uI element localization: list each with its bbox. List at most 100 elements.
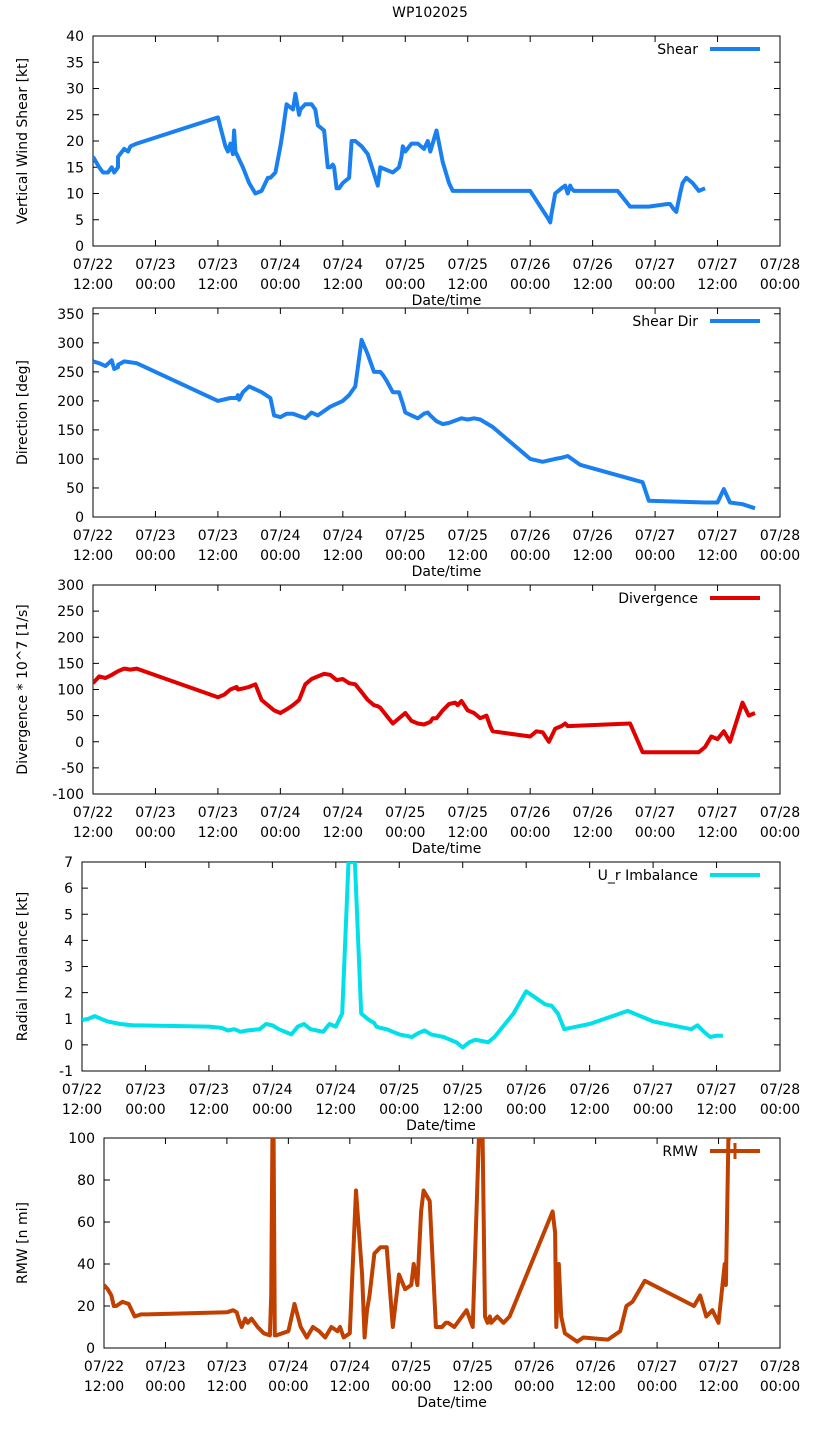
x-tick-label-date: 07/26 bbox=[575, 1359, 615, 1375]
y-tick-label: 2 bbox=[64, 986, 73, 1002]
x-tick-label-time: 12:00 bbox=[323, 825, 363, 841]
y-tick-label: 15 bbox=[66, 160, 84, 176]
x-tick-label-date: 07/25 bbox=[379, 1082, 419, 1098]
y-tick-label: 0 bbox=[75, 510, 84, 526]
x-tick-label-date: 07/25 bbox=[385, 257, 425, 273]
legend-label: Divergence bbox=[618, 591, 698, 607]
x-tick-label-time: 12:00 bbox=[84, 1379, 124, 1395]
y-tick-label: 250 bbox=[57, 365, 84, 381]
x-tick-label-time: 00:00 bbox=[760, 1102, 800, 1118]
y-tick-label: 0 bbox=[75, 239, 84, 255]
x-tick-label-time: 00:00 bbox=[635, 277, 675, 293]
x-axis-label: Date/time bbox=[412, 841, 482, 857]
x-tick-label-time: 12:00 bbox=[207, 1379, 247, 1395]
x-tick-label-date: 07/27 bbox=[635, 805, 675, 821]
series-line bbox=[93, 91, 706, 225]
x-tick-label-time: 00:00 bbox=[145, 1379, 185, 1395]
x-tick-label-time: 12:00 bbox=[575, 1379, 615, 1395]
x-tick-label-date: 07/24 bbox=[323, 257, 363, 273]
x-tick-label-date: 07/24 bbox=[260, 805, 300, 821]
x-tick-label-time: 00:00 bbox=[135, 825, 175, 841]
series-line bbox=[82, 862, 723, 1050]
y-axis-label: Radial Imbalance [kt] bbox=[15, 892, 31, 1042]
x-tick-label-date: 07/26 bbox=[510, 528, 550, 544]
plot-frame bbox=[92, 35, 781, 247]
x-tick-label-time: 00:00 bbox=[760, 548, 800, 564]
plot-frame bbox=[92, 307, 781, 518]
x-tick-label-time: 12:00 bbox=[330, 1379, 370, 1395]
x-tick-label-date: 07/24 bbox=[323, 805, 363, 821]
x-tick-label-time: 00:00 bbox=[633, 1102, 673, 1118]
x-tick-label-date: 07/27 bbox=[633, 1082, 673, 1098]
x-tick-label-time: 00:00 bbox=[385, 277, 425, 293]
x-tick-label-time: 12:00 bbox=[572, 277, 612, 293]
x-tick-label-time: 00:00 bbox=[635, 825, 675, 841]
x-tick-label-time: 12:00 bbox=[73, 825, 113, 841]
y-axis-label: Vertical Wind Shear [kt] bbox=[15, 58, 31, 224]
x-tick-label-time: 12:00 bbox=[448, 825, 488, 841]
x-tick-label-date: 07/26 bbox=[510, 805, 550, 821]
x-tick-label-time: 12:00 bbox=[198, 277, 238, 293]
series-line bbox=[93, 337, 756, 511]
x-tick-label-time: 00:00 bbox=[385, 825, 425, 841]
x-tick-label-date: 07/25 bbox=[448, 528, 488, 544]
x-tick-label-date: 07/23 bbox=[135, 528, 175, 544]
plot-frame bbox=[81, 861, 781, 1072]
y-tick-label: 0 bbox=[86, 1341, 95, 1357]
x-axis-label: Date/time bbox=[406, 1118, 476, 1134]
y-tick-label: 5 bbox=[64, 907, 73, 923]
x-tick-label-time: 00:00 bbox=[391, 1379, 431, 1395]
y-tick-label: 100 bbox=[57, 452, 84, 468]
x-tick-label-date: 07/28 bbox=[760, 1359, 800, 1375]
y-tick-label: 80 bbox=[77, 1173, 95, 1189]
figure-title: WP102025 bbox=[392, 5, 468, 21]
y-tick-label: -100 bbox=[52, 787, 84, 803]
y-tick-label: 25 bbox=[66, 108, 84, 124]
x-tick-label-time: 12:00 bbox=[448, 548, 488, 564]
x-tick-label-time: 00:00 bbox=[135, 277, 175, 293]
x-tick-label-time: 12:00 bbox=[697, 277, 737, 293]
y-tick-label: 10 bbox=[66, 187, 84, 203]
x-tick-label-time: 12:00 bbox=[572, 548, 612, 564]
x-tick-label-time: 00:00 bbox=[760, 825, 800, 841]
x-tick-label-date: 07/25 bbox=[448, 805, 488, 821]
x-tick-label-date: 07/23 bbox=[207, 1359, 247, 1375]
x-tick-label-time: 00:00 bbox=[260, 825, 300, 841]
x-tick-label-time: 00:00 bbox=[385, 548, 425, 564]
y-tick-label: 40 bbox=[77, 1257, 95, 1273]
x-tick-label-date: 07/27 bbox=[698, 1359, 738, 1375]
x-tick-label-time: 00:00 bbox=[268, 1379, 308, 1395]
x-tick-label-time: 00:00 bbox=[760, 1379, 800, 1395]
legend-label: Shear bbox=[657, 42, 698, 58]
x-tick-label-date: 07/25 bbox=[443, 1082, 483, 1098]
x-tick-label-date: 07/23 bbox=[189, 1082, 229, 1098]
x-tick-label-date: 07/23 bbox=[125, 1082, 165, 1098]
x-tick-label-date: 07/27 bbox=[697, 528, 737, 544]
x-tick-label-time: 00:00 bbox=[510, 548, 550, 564]
y-tick-label: 200 bbox=[57, 394, 84, 410]
x-tick-label-date: 07/26 bbox=[569, 1082, 609, 1098]
y-tick-label: 7 bbox=[64, 855, 73, 871]
x-tick-label-date: 07/26 bbox=[572, 528, 612, 544]
y-tick-label: 50 bbox=[66, 481, 84, 497]
x-tick-label-date: 07/25 bbox=[448, 257, 488, 273]
x-tick-label-date: 07/28 bbox=[760, 528, 800, 544]
y-axis-label: RMW [n mi] bbox=[15, 1202, 31, 1284]
y-tick-label: 6 bbox=[64, 881, 73, 897]
x-tick-label-time: 00:00 bbox=[252, 1102, 292, 1118]
y-tick-label: 20 bbox=[77, 1299, 95, 1315]
x-tick-label-date: 07/27 bbox=[635, 528, 675, 544]
x-tick-label-time: 12:00 bbox=[572, 825, 612, 841]
plot-frame bbox=[103, 1137, 781, 1349]
x-tick-label-time: 00:00 bbox=[514, 1379, 554, 1395]
x-tick-label-date: 07/27 bbox=[697, 805, 737, 821]
y-tick-label: 0 bbox=[75, 735, 84, 751]
y-axis-label: Direction [deg] bbox=[15, 360, 31, 465]
x-tick-label-time: 00:00 bbox=[635, 548, 675, 564]
x-tick-label-time: 12:00 bbox=[448, 277, 488, 293]
x-tick-label-time: 12:00 bbox=[569, 1102, 609, 1118]
x-tick-label-time: 12:00 bbox=[697, 548, 737, 564]
x-tick-label-time: 12:00 bbox=[73, 277, 113, 293]
y-tick-label: 100 bbox=[68, 1131, 95, 1147]
x-tick-label-time: 12:00 bbox=[323, 277, 363, 293]
